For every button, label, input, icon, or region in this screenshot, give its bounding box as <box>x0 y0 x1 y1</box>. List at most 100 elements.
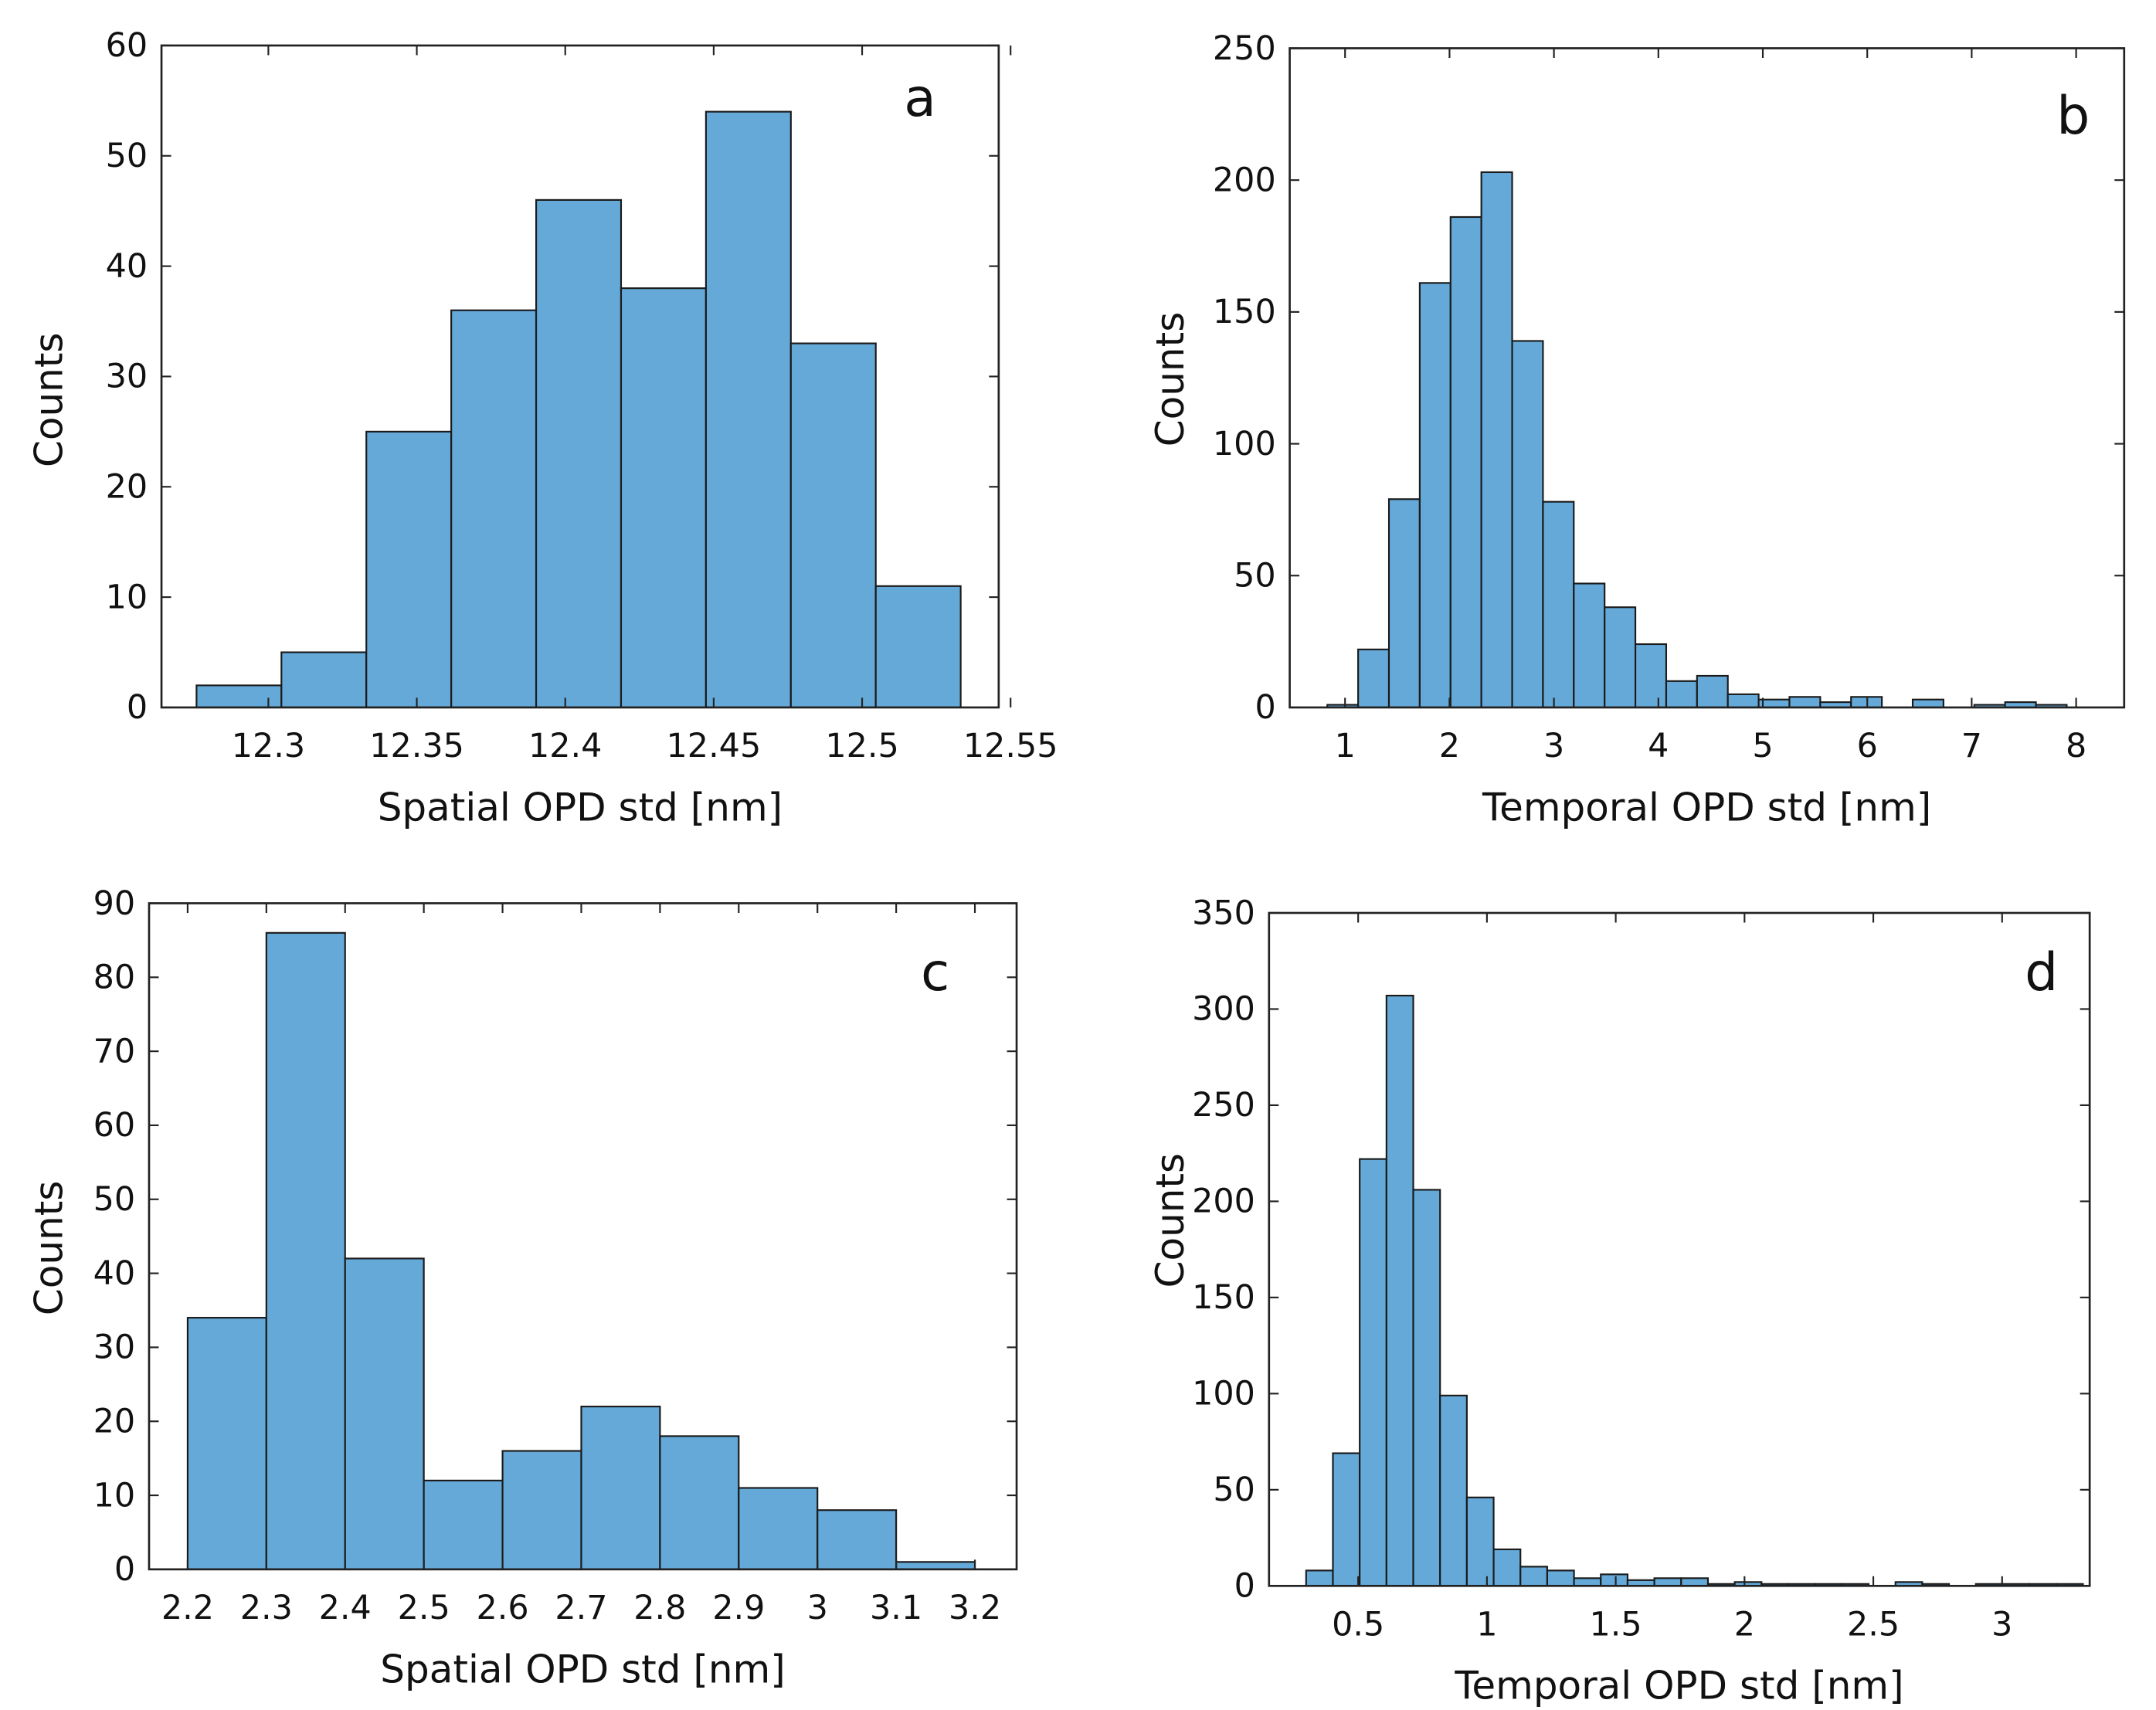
y-tick-label: 10 <box>106 578 148 616</box>
x-tick-label: 12.35 <box>369 727 464 765</box>
x-tick-label: 12.4 <box>528 727 602 765</box>
x-axis-label: Spatial OPD std [nm] <box>378 785 783 830</box>
bar <box>1635 643 1668 709</box>
bar <box>1726 693 1760 709</box>
panel: 0 50 100 150 200 250 1 2 3 4 5 6 7 8 Temporal OPD std … <box>1148 29 2126 830</box>
x-tick-label: 3 <box>1991 1606 2012 1644</box>
y-axis-label: Counts <box>26 1181 71 1315</box>
bar <box>1573 582 1606 709</box>
bar <box>659 1435 740 1570</box>
bar <box>365 430 453 709</box>
y-tick-label: 0 <box>1234 1567 1255 1606</box>
x-tick-label: 2.4 <box>319 1589 372 1627</box>
x-tick-label: 8 <box>2066 727 2086 765</box>
bar <box>1439 1394 1468 1587</box>
y-tick-label: 300 <box>1192 990 1255 1029</box>
x-tick-label: 2 <box>1439 727 1460 765</box>
y-tick-label: 50 <box>1213 1471 1255 1509</box>
x-tick-label: 3 <box>807 1589 828 1627</box>
bar <box>265 931 346 1570</box>
panel: 0 50 100 150 200 250 300 350 0.5 1 1.5 2 2.5 3 Tempora… <box>1148 894 2091 1708</box>
bar <box>1385 994 1414 1587</box>
x-tick-label: 2.9 <box>712 1589 765 1627</box>
bar <box>1480 171 1513 709</box>
x-tick-label: 0.5 <box>1332 1606 1384 1644</box>
y-tick-label: 0 <box>1255 688 1275 727</box>
bar <box>1412 1189 1441 1587</box>
bar <box>1542 500 1575 709</box>
bar <box>1359 1158 1387 1587</box>
y-tick-label: 10 <box>93 1476 136 1515</box>
x-tick-label: 3.2 <box>949 1589 1001 1627</box>
y-tick-label: 90 <box>93 884 136 923</box>
panel-letter: d <box>2025 942 2058 1003</box>
y-tick-label: 50 <box>93 1180 136 1219</box>
y-tick-label: 40 <box>106 247 148 286</box>
x-tick-label: 3.1 <box>870 1589 922 1627</box>
y-tick-label: 60 <box>106 26 148 65</box>
bar <box>620 287 707 709</box>
bar <box>1604 606 1637 709</box>
y-tick-label: 30 <box>106 358 148 396</box>
x-tick-label: 12.45 <box>667 727 762 765</box>
bar <box>817 1509 898 1570</box>
y-tick-label: 30 <box>93 1328 136 1367</box>
bar <box>580 1406 661 1570</box>
x-tick-label: 2.6 <box>476 1589 528 1627</box>
bar <box>1680 1577 1710 1587</box>
y-tick-label: 250 <box>1213 29 1276 68</box>
y-tick-label: 100 <box>1192 1375 1255 1413</box>
bar <box>1665 680 1698 709</box>
panel-letter: a <box>904 67 936 128</box>
x-tick-label: 4 <box>1648 727 1669 765</box>
bar <box>1788 696 1822 709</box>
x-tick-label: 12.3 <box>232 727 305 765</box>
bar <box>1449 215 1482 709</box>
x-tick-label: 3 <box>1543 727 1564 765</box>
bar <box>1600 1573 1629 1587</box>
x-tick-label: 2.5 <box>398 1589 450 1627</box>
x-tick-label: 1 <box>1335 727 1356 765</box>
bar <box>1573 1577 1602 1587</box>
x-axis-label: Temporal OPD std [nm] <box>1454 1664 1903 1708</box>
bar <box>450 309 538 709</box>
x-tick-label: 2.8 <box>633 1589 686 1627</box>
bar <box>874 585 962 709</box>
axes-box <box>148 902 1018 1571</box>
y-axis-label: Counts <box>26 333 71 467</box>
bar <box>1519 1566 1548 1587</box>
y-axis-label: Counts <box>1148 312 1193 446</box>
bar <box>1357 648 1390 709</box>
bar <box>1653 1577 1682 1587</box>
bar <box>1696 674 1729 709</box>
y-tick-label: 80 <box>93 958 136 997</box>
y-tick-label: 350 <box>1192 894 1255 932</box>
bar <box>423 1479 504 1570</box>
x-tick-label: 12.55 <box>963 727 1058 765</box>
bar <box>501 1450 582 1570</box>
bar <box>1305 1569 1334 1587</box>
bar <box>1418 282 1451 709</box>
bar <box>738 1487 819 1570</box>
panel-letter: c <box>921 942 949 1003</box>
bar <box>1465 1496 1495 1587</box>
x-axis-label: Spatial OPD std [nm] <box>380 1647 785 1691</box>
y-tick-label: 40 <box>93 1254 136 1293</box>
y-tick-label: 100 <box>1213 425 1276 463</box>
bar <box>789 342 877 709</box>
x-tick-label: 2.3 <box>240 1589 293 1627</box>
y-tick-label: 60 <box>93 1106 136 1145</box>
y-tick-label: 250 <box>1192 1086 1255 1125</box>
bar <box>1546 1569 1575 1587</box>
bar <box>344 1257 425 1570</box>
x-tick-label: 1 <box>1476 1606 1497 1644</box>
y-tick-label: 0 <box>127 688 148 727</box>
y-tick-label: 20 <box>93 1403 136 1441</box>
bar <box>1511 340 1544 709</box>
x-tick-label: 1.5 <box>1590 1606 1642 1644</box>
x-axis-label: Temporal OPD std [nm] <box>1482 785 1931 830</box>
y-tick-label: 150 <box>1213 293 1276 331</box>
axes-box <box>1289 47 2126 709</box>
